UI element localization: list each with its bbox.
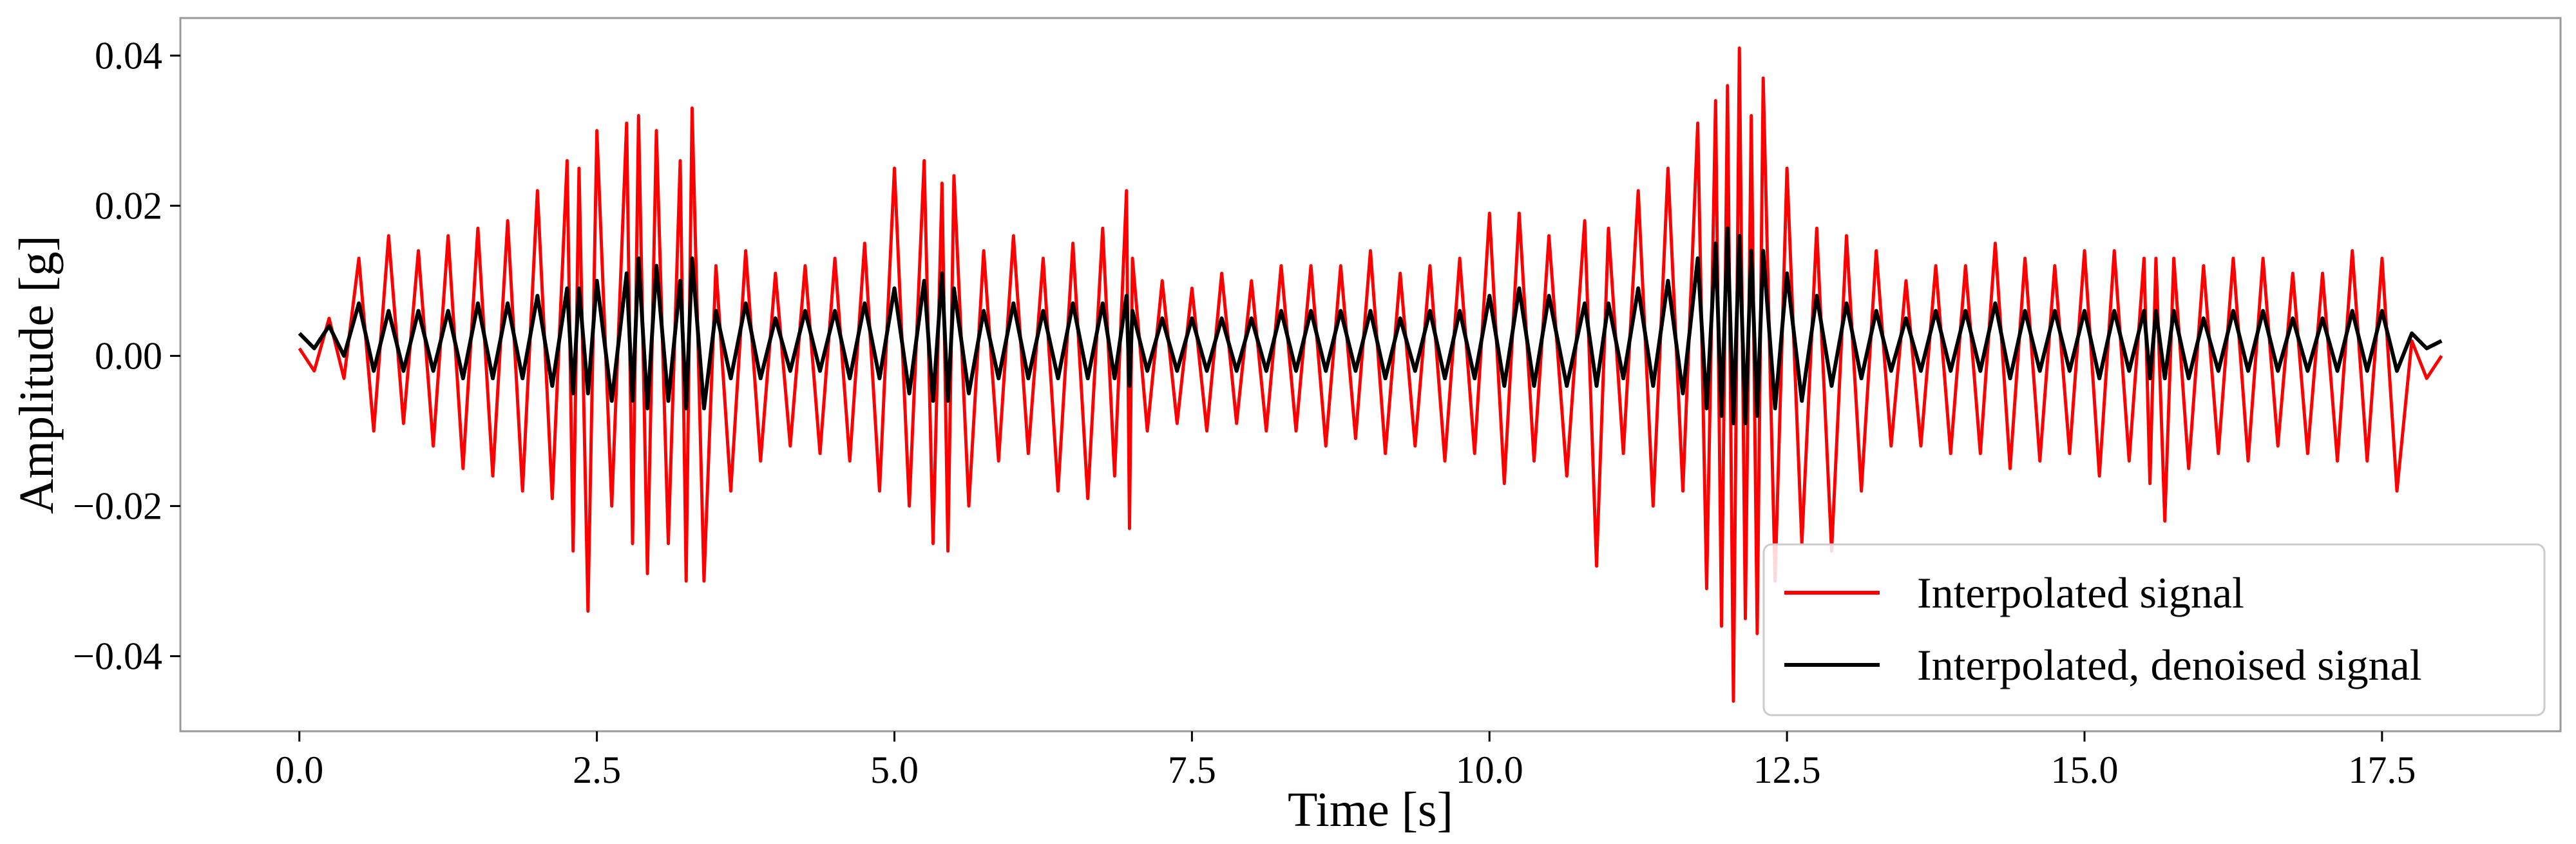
x-tick-label: 5.0 <box>870 749 919 791</box>
y-tick-label: 0.02 <box>95 184 162 227</box>
y-tick-label: 0.04 <box>95 34 162 77</box>
x-tick-label: 10.0 <box>1456 749 1523 791</box>
x-axis: 0.0 2.5 5.0 7.5 10.0 12.5 15.0 17.5 <box>275 731 2416 791</box>
series-line-denoised <box>298 226 2443 426</box>
y-tick-label: −0.04 <box>73 635 162 677</box>
x-tick-label: 7.5 <box>1168 749 1216 791</box>
x-tick-label: 2.5 <box>573 749 621 791</box>
x-tick-label: 15.0 <box>2051 749 2119 791</box>
plot-frame <box>179 17 2562 733</box>
y-tick-label: 0.00 <box>95 334 162 377</box>
x-axis-title: Time [s] <box>1288 783 1453 837</box>
legend: Interpolated signal Interpolated, denois… <box>1762 543 2546 716</box>
series-layer <box>298 46 2443 703</box>
x-tick-label: 17.5 <box>2348 749 2416 791</box>
legend-label-interpolated: Interpolated signal <box>1917 568 2244 617</box>
series-line-interpolated <box>298 46 2443 703</box>
legend-label-denoised: Interpolated, denoised signal <box>1917 640 2422 689</box>
x-tick-label: 12.5 <box>1753 749 1821 791</box>
y-axis-title: Amplitude [g] <box>10 235 64 514</box>
legend-box <box>1762 543 2546 716</box>
y-tick-label: −0.02 <box>73 484 162 527</box>
x-tick-label: 0.0 <box>275 749 323 791</box>
y-axis: −0.04 −0.02 0.00 0.02 0.04 <box>73 34 180 677</box>
